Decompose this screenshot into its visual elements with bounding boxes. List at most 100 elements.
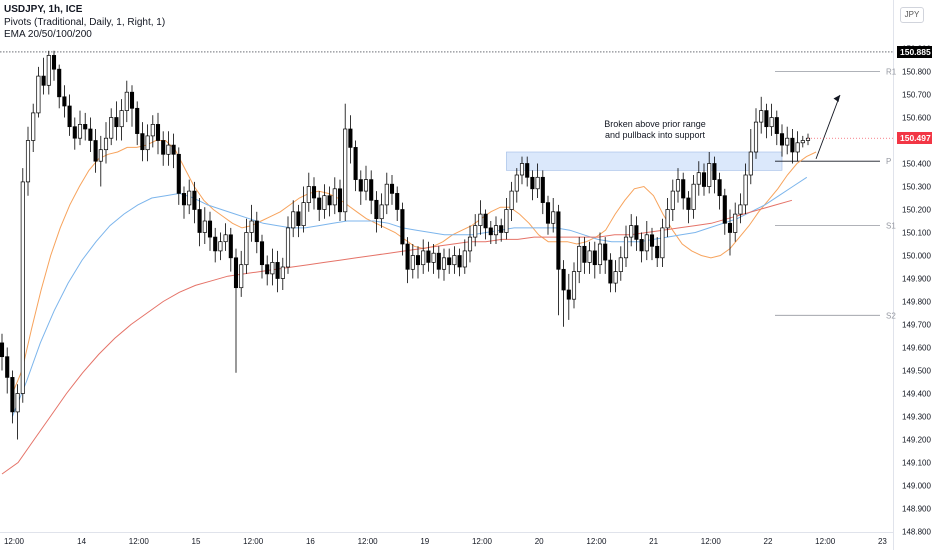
y-tick-label: 150.700 <box>902 91 931 100</box>
x-tick-label: 12:00 <box>4 537 25 546</box>
candle-body <box>88 128 93 141</box>
symbol-title[interactable]: USDJPY, 1h, ICE <box>4 4 83 15</box>
candle-body <box>176 153 181 194</box>
x-tick-label: 19 <box>420 537 429 546</box>
x-tick-label: 21 <box>649 537 658 546</box>
candle-body <box>145 135 150 151</box>
candle-body <box>275 262 280 279</box>
candle-body <box>155 124 161 141</box>
y-tick-label: 149.500 <box>902 367 931 376</box>
candle-body <box>701 172 707 187</box>
candle-body <box>608 259 613 284</box>
candle-body <box>395 193 400 210</box>
candle-body <box>405 243 410 270</box>
support-zone <box>506 151 783 171</box>
candle-body <box>171 144 176 155</box>
candle-body <box>410 255 415 270</box>
candle-body <box>244 232 249 266</box>
candle-body <box>597 243 603 266</box>
x-tick-label: 12:00 <box>815 537 836 546</box>
candle-body <box>561 268 566 291</box>
candle-body <box>135 107 140 134</box>
candle-body <box>317 197 322 210</box>
candle-body <box>337 188 343 213</box>
candle-body <box>218 241 223 252</box>
x-tick-label: 12:00 <box>472 537 493 546</box>
candle-body <box>369 179 374 201</box>
candle-body <box>639 239 644 252</box>
y-tick-label: 148.800 <box>902 528 931 537</box>
candle-body <box>124 91 129 111</box>
candle-body <box>618 257 623 272</box>
candle-body <box>707 163 712 187</box>
candle-body <box>20 181 25 394</box>
pivots-indicator-label[interactable]: Pivots (Traditional, Daily, 1, Right, 1) <box>4 16 166 28</box>
candle-body <box>519 163 525 176</box>
x-tick-label: 12:00 <box>586 537 607 546</box>
y-tick-label: 149.700 <box>902 321 931 330</box>
projection-arrow <box>815 94 841 160</box>
candle-body <box>790 137 795 153</box>
candle-body <box>738 204 743 215</box>
y-tick-label: 150.200 <box>902 206 931 215</box>
y-tick-label: 150.800 <box>902 68 931 77</box>
candle-body <box>587 250 592 263</box>
candle-body <box>343 128 348 213</box>
candle-body <box>51 55 57 70</box>
x-tick-label: 16 <box>306 537 315 546</box>
candle-body <box>535 176 540 190</box>
candle-body <box>389 183 395 194</box>
candle-body <box>540 176 545 203</box>
candle-body <box>722 195 727 224</box>
candle-body <box>764 110 769 128</box>
candle-body <box>119 110 124 128</box>
annotation-line-1: Broken above prior range <box>604 119 706 129</box>
currency-label[interactable]: JPY <box>900 7 924 23</box>
candle-body <box>254 220 259 243</box>
candle-body <box>270 262 275 275</box>
x-tick-label: 15 <box>192 537 201 546</box>
candle-body <box>311 186 317 199</box>
candle-body <box>36 75 41 114</box>
candle-body <box>280 266 285 279</box>
candle-body <box>358 179 363 192</box>
y-tick-label: 149.100 <box>902 459 931 468</box>
candle-body <box>551 211 556 224</box>
candle-body <box>129 91 135 109</box>
candle-body <box>462 250 467 268</box>
candle-body <box>785 137 790 146</box>
y-tick-label: 149.400 <box>902 390 931 399</box>
candle-body <box>348 128 353 148</box>
candle-body <box>483 213 488 229</box>
candle-body <box>93 140 98 162</box>
candle-body <box>769 117 774 128</box>
candle-body <box>161 140 166 155</box>
y-tick-label: 150.400 <box>902 160 931 169</box>
ema-indicator-label[interactable]: EMA 20/50/100/200 <box>4 29 92 40</box>
candle-body <box>15 393 20 413</box>
candle-body <box>634 225 639 240</box>
candle-body <box>421 250 426 266</box>
candle-body <box>670 190 675 210</box>
candle-body <box>296 211 301 226</box>
x-tick-label: 12:00 <box>358 537 379 546</box>
y-tick-label: 149.000 <box>902 482 931 491</box>
candle-body <box>192 190 197 210</box>
candle-body <box>488 227 493 236</box>
candle-body <box>114 117 119 128</box>
candle-body <box>805 137 811 141</box>
candle-body <box>655 245 660 259</box>
candle-body <box>223 234 228 243</box>
candle-body <box>187 190 192 206</box>
candle-body <box>571 271 577 300</box>
candle-body <box>514 174 519 192</box>
y-tick-label: 150.300 <box>902 183 931 192</box>
candle-body <box>691 183 696 210</box>
candle-body <box>457 255 462 268</box>
candle-body <box>436 252 441 270</box>
pivot-label-s2: S2 <box>886 311 896 320</box>
candle-body <box>83 124 88 130</box>
candle-body <box>400 209 405 245</box>
